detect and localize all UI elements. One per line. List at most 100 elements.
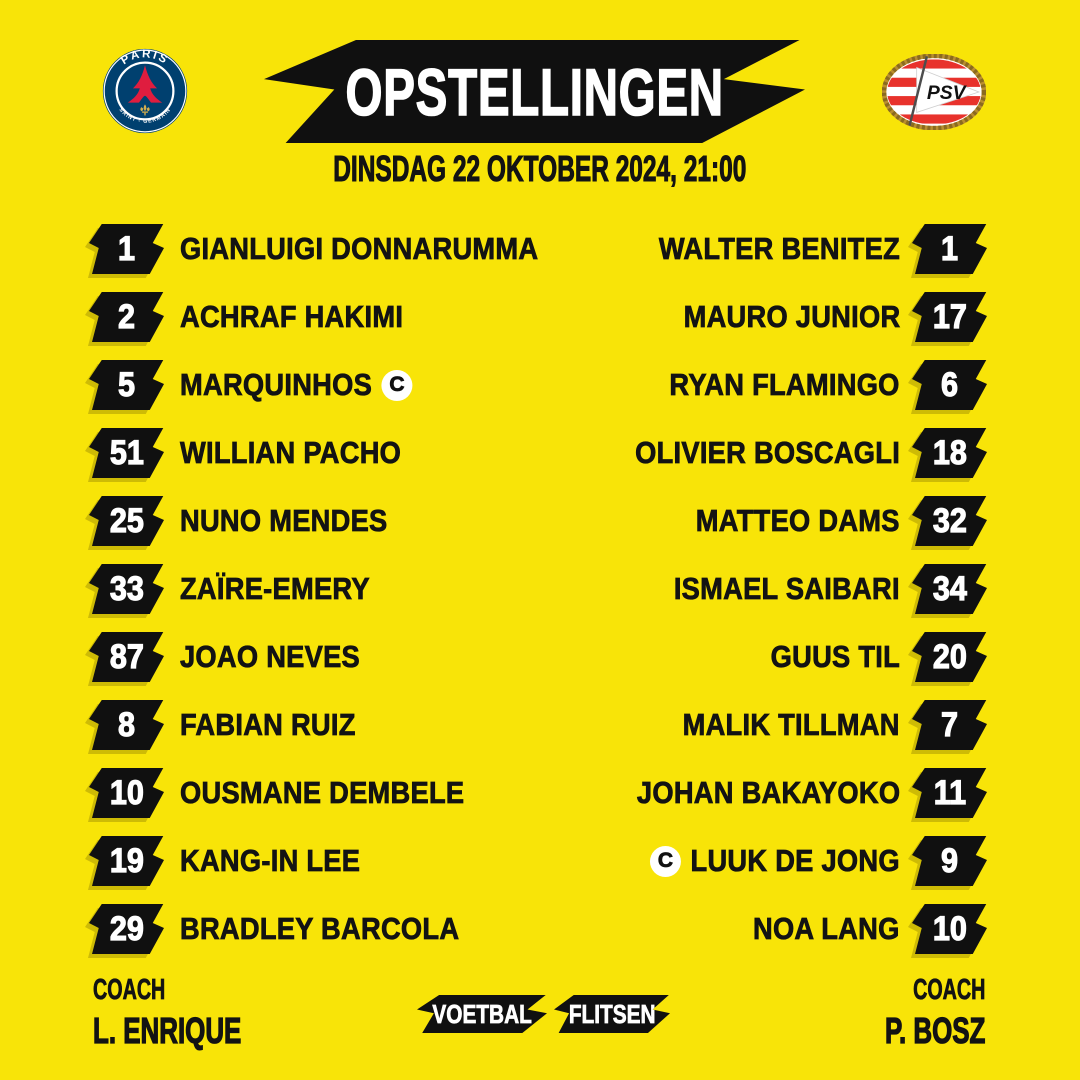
player-name-group: MALIK TILLMAN	[683, 707, 901, 743]
player-number-badge: 51	[89, 428, 164, 478]
player-name-wrap: C LUUK DE JONG	[618, 836, 900, 886]
player-number: 5	[117, 365, 136, 404]
player-name: NOA LANG	[753, 911, 900, 947]
badge-flash-shape: 33	[89, 564, 164, 614]
player-name: WILLIAN PACHO	[180, 435, 402, 471]
player-number: 87	[109, 637, 144, 676]
badge-flash-shape: 1	[89, 224, 164, 274]
player-number: 1	[940, 229, 959, 268]
player-name-wrap: FABIAN RUIZ	[180, 700, 380, 750]
psg-crest-logo: PARIS SAINT - GERMAIN	[102, 48, 188, 134]
home-player-row: 5 MARQUINHOS C	[0, 360, 1080, 410]
player-name: JOHAN BAKAYOKO	[636, 775, 900, 811]
player-name-wrap: KANG-IN LEE	[180, 836, 385, 886]
captain-badge: C	[650, 845, 682, 877]
player-number-badge: 25	[89, 496, 164, 546]
away-player-row: 10 NOA LANG	[0, 904, 1080, 954]
away-player-row: 9 C LUUK DE JONG	[0, 836, 1080, 886]
badge-flash-shape: 11	[912, 768, 987, 818]
player-name-group: MATTEO DAMS	[696, 503, 900, 539]
away-player-row: 34 ISMAEL SAIBARI	[0, 564, 1080, 614]
svg-text:PARIS: PARIS	[119, 48, 172, 67]
home-coach-name: L. ENRIQUE	[93, 1009, 242, 1051]
player-number: 20	[932, 637, 967, 676]
player-name-group: GIANLUIGI DONNARUMMA	[180, 231, 539, 267]
player-name-wrap: NOA LANG	[733, 904, 900, 954]
badge-flash-shape: 25	[89, 496, 164, 546]
home-player-row: 19 KANG-IN LEE	[0, 836, 1080, 886]
badge-flash-shape: 2	[89, 292, 164, 342]
player-name: RYAN FLAMINGO	[669, 367, 900, 403]
player-name: ACHRAF HAKIMI	[180, 299, 404, 335]
player-number: 32	[932, 501, 967, 540]
player-name-wrap: MALIK TILLMAN	[653, 700, 901, 750]
player-name-wrap: JOAO NEVES	[180, 632, 385, 682]
player-name-wrap: ZAÏRE-EMERY	[180, 564, 396, 614]
page-title: OPSTELLINGEN	[345, 54, 724, 130]
player-number: 10	[109, 773, 144, 812]
player-number-badge: 19	[89, 836, 164, 886]
player-number: 8	[117, 705, 136, 744]
player-number-badge: 7	[912, 700, 987, 750]
player-number: 17	[932, 297, 967, 336]
player-number: 6	[940, 365, 959, 404]
player-name: MAURO JUNIOR	[683, 299, 900, 335]
away-player-row: 11 JOHAN BAKAYOKO	[0, 768, 1080, 818]
player-name: BRADLEY BARCOLA	[180, 911, 460, 947]
player-number-badge: 5	[89, 360, 164, 410]
player-name-group: ZAÏRE-EMERY	[180, 571, 370, 607]
player-name-group: ISMAEL SAIBARI	[674, 571, 900, 607]
player-number-badge: 2	[89, 292, 164, 342]
away-player-row: 32 MATTEO DAMS	[0, 496, 1080, 546]
player-name: GIANLUIGI DONNARUMMA	[180, 231, 539, 267]
home-player-row: 25 NUNO MENDES	[0, 496, 1080, 546]
player-number: 1	[117, 229, 136, 268]
player-name-group: FABIAN RUIZ	[180, 707, 356, 743]
player-name: ZAÏRE-EMERY	[180, 571, 370, 607]
home-player-row: 10 OUSMANE DEMBELE	[0, 768, 1080, 818]
badge-flash-shape: 87	[89, 632, 164, 682]
player-name: NUNO MENDES	[180, 503, 388, 539]
home-coach-label: COACH	[93, 974, 166, 1007]
player-name: MATTEO DAMS	[696, 503, 900, 539]
player-name: ISMAEL SAIBARI	[673, 571, 900, 607]
match-datetime: DINSDAG 22 OKTOBER 2024, 21:00	[0, 147, 1080, 190]
away-coach-name: P. BOSZ	[884, 1009, 985, 1051]
home-player-row: 8 FABIAN RUIZ	[0, 700, 1080, 750]
badge-flash-shape: 17	[912, 292, 987, 342]
player-number: 11	[933, 773, 966, 812]
player-number: 2	[117, 297, 136, 336]
player-name: KANG-IN LEE	[180, 843, 361, 879]
badge-flash-shape: 7	[912, 700, 987, 750]
player-name-group: BRADLEY BARCOLA	[180, 911, 460, 947]
player-number-badge: 34	[912, 564, 987, 614]
player-name: MARQUINHOS	[180, 367, 373, 403]
home-player-row: 1 GIANLUIGI DONNARUMMA	[0, 224, 1080, 274]
player-name-wrap: GUUS TIL	[753, 632, 900, 682]
away-player-row: 6 RYAN FLAMINGO	[0, 360, 1080, 410]
player-name: WALTER BENITEZ	[658, 231, 901, 267]
psg-crest-top-text: PARIS	[119, 48, 170, 67]
player-name-group: NOA LANG	[753, 911, 900, 947]
player-number-badge: 18	[912, 428, 987, 478]
player-number-badge: 9	[912, 836, 987, 886]
home-coach: COACH L. ENRIQUE	[93, 974, 299, 1052]
away-coach-label: COACH	[912, 974, 985, 1007]
player-number-badge: 6	[912, 360, 987, 410]
player-number-badge: 10	[912, 904, 987, 954]
badge-flash-shape: 5	[89, 360, 164, 410]
away-coach: COACH P. BOSZ	[846, 974, 985, 1052]
player-name: FABIAN RUIZ	[180, 707, 356, 743]
player-number-badge: 87	[89, 632, 164, 682]
player-name-group: ACHRAF HAKIMI	[180, 299, 404, 335]
player-number-badge: 1	[89, 224, 164, 274]
badge-flash-shape: 32	[912, 496, 987, 546]
away-player-row: 7 MALIK TILLMAN	[0, 700, 1080, 750]
home-player-row: 33 ZAÏRE-EMERY	[0, 564, 1080, 614]
brand-banner-voetbal: VOETBAL	[417, 995, 547, 1033]
player-number-badge: 32	[912, 496, 987, 546]
player-name-wrap: JOHAN BAKAYOKO	[601, 768, 900, 818]
title-banner: OPSTELLINGEN	[264, 40, 805, 143]
badge-flash-shape: 20	[912, 632, 987, 682]
